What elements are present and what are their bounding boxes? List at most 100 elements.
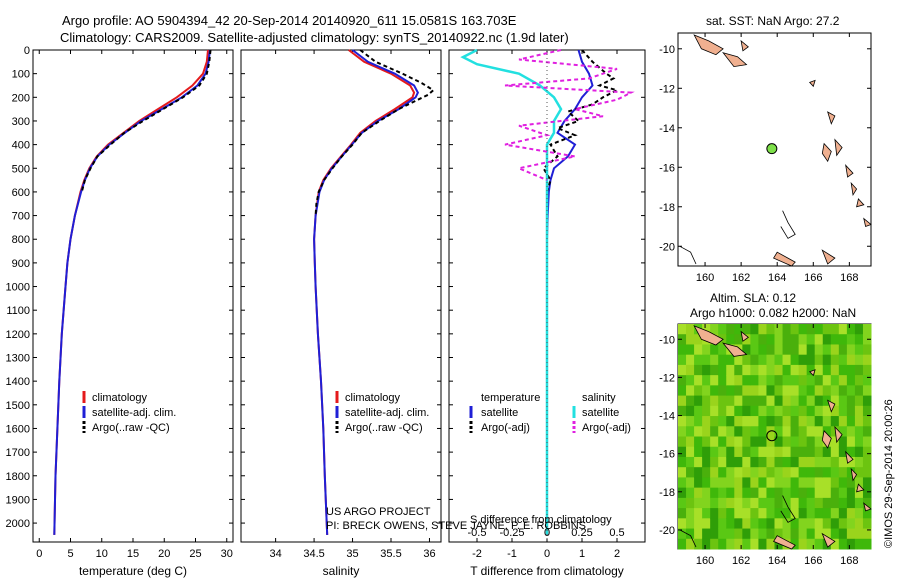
sla-cell bbox=[710, 395, 719, 407]
sla-cell bbox=[766, 508, 775, 519]
sla-cell bbox=[790, 375, 800, 386]
sla-cell bbox=[854, 364, 864, 376]
sla-cell bbox=[750, 518, 759, 530]
sla-cell bbox=[806, 364, 816, 376]
island-shape bbox=[863, 217, 872, 228]
sla-cell bbox=[822, 487, 832, 499]
sla-cell bbox=[854, 395, 864, 407]
lon-tick-label: 162 bbox=[732, 272, 750, 284]
sla-cell bbox=[766, 538, 775, 550]
sla-cell bbox=[814, 405, 824, 417]
sla-cell bbox=[782, 446, 792, 458]
sla-cell bbox=[702, 538, 711, 550]
sla-cell bbox=[742, 364, 751, 376]
x-tick-label: 0 bbox=[36, 548, 42, 560]
sla-cell bbox=[830, 518, 840, 530]
sla-cell bbox=[774, 354, 784, 366]
sla-cell bbox=[798, 508, 808, 519]
sla-cell bbox=[846, 538, 856, 550]
sla-cell bbox=[710, 467, 719, 478]
sla-cell bbox=[798, 395, 808, 407]
sla-cell bbox=[750, 395, 759, 407]
sla-cell bbox=[838, 477, 848, 489]
sla-cell bbox=[678, 456, 687, 468]
sla-cell bbox=[758, 538, 767, 550]
sla-cell bbox=[830, 344, 840, 356]
temperature-panel-frame bbox=[32, 49, 234, 543]
sla-cell bbox=[742, 477, 751, 489]
island-shape bbox=[821, 249, 836, 265]
lat-tick-label: -14 bbox=[659, 411, 675, 423]
sla-cell bbox=[766, 467, 775, 478]
legend-satellite-label: satellite-adj. clim. bbox=[92, 407, 176, 419]
sla-cell bbox=[854, 487, 864, 499]
sla-cell bbox=[742, 528, 751, 540]
sla-cell bbox=[806, 354, 816, 366]
sla-cell bbox=[742, 324, 751, 335]
x-tick-label: 10 bbox=[96, 548, 108, 560]
sla-cell bbox=[814, 467, 824, 478]
sla-cell bbox=[742, 354, 751, 366]
sla-cell bbox=[798, 354, 808, 366]
x-tick-label: 2 bbox=[614, 548, 620, 560]
sla-cell bbox=[742, 497, 751, 509]
sla-cell bbox=[854, 385, 864, 397]
sla-cell bbox=[742, 446, 751, 458]
lon-tick-label: 160 bbox=[696, 555, 714, 567]
sla-cell bbox=[806, 446, 816, 458]
sla-cell bbox=[694, 456, 703, 468]
sla-cell bbox=[846, 334, 856, 345]
sla-cell bbox=[726, 528, 735, 540]
sla-cell bbox=[862, 487, 872, 499]
sla-cell bbox=[806, 518, 816, 530]
sla-cell bbox=[734, 456, 743, 468]
sla-cell bbox=[766, 477, 775, 489]
sla-cell bbox=[774, 446, 784, 458]
float-position-marker bbox=[766, 430, 778, 442]
y-tick-label: 900 bbox=[12, 258, 30, 270]
sla-cell bbox=[798, 467, 808, 478]
sla-cell bbox=[694, 467, 703, 478]
sla-cell bbox=[854, 467, 864, 478]
sla-cell bbox=[774, 456, 784, 468]
sst-map-title: sat. SST: NaN Argo: 27.2 bbox=[706, 14, 840, 28]
sla-cell bbox=[790, 436, 800, 448]
sla-cell bbox=[854, 375, 864, 386]
sla-cell bbox=[734, 375, 743, 386]
sla-cell bbox=[846, 354, 856, 366]
sla-cell bbox=[854, 344, 864, 356]
series-line-argo bbox=[314, 49, 435, 216]
sla-cell bbox=[814, 487, 824, 499]
sla-cell bbox=[790, 334, 800, 345]
sla-cell bbox=[806, 487, 816, 499]
sla-cell bbox=[710, 385, 719, 397]
sla-cell bbox=[830, 324, 840, 335]
sla-cell bbox=[694, 446, 703, 458]
y-tick-label: 800 bbox=[12, 234, 30, 246]
sla-cell bbox=[686, 487, 695, 499]
difference-panel: -2 -1 0 1 2 -0.5 -0.25 0 0.25 0.5 bbox=[449, 48, 645, 560]
sla-cell bbox=[814, 426, 824, 437]
sla-cell bbox=[710, 324, 719, 335]
sla-cell bbox=[766, 426, 775, 437]
sla-cell bbox=[734, 395, 743, 407]
sla-cell bbox=[830, 395, 840, 407]
reef-outline bbox=[679, 529, 697, 548]
sla-cell bbox=[766, 324, 775, 335]
sla-cell bbox=[814, 528, 824, 540]
sla-cell bbox=[694, 385, 703, 397]
y-tick-label: 1600 bbox=[6, 423, 30, 435]
sla-cell bbox=[790, 497, 800, 509]
sla-cell bbox=[846, 426, 856, 437]
sla-cell bbox=[830, 405, 840, 417]
sla-cell bbox=[838, 324, 848, 335]
sla-cell bbox=[758, 436, 767, 448]
sla-cell bbox=[846, 416, 856, 427]
sla-cell bbox=[702, 395, 711, 407]
sla-cell bbox=[854, 497, 864, 509]
sla-cell bbox=[750, 344, 759, 356]
s-tick-label: 0.25 bbox=[571, 527, 592, 539]
sla-cell bbox=[790, 446, 800, 458]
sla-cell bbox=[726, 497, 735, 509]
sla-cell bbox=[862, 354, 872, 366]
